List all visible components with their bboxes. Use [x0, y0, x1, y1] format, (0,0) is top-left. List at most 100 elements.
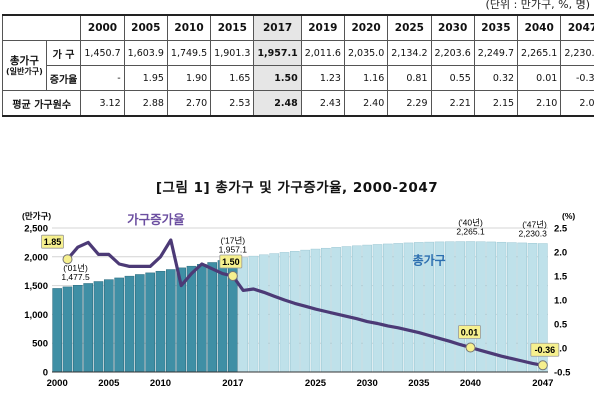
year-header-2015: 2015 — [210, 14, 255, 41]
households-cell-2019: 2,011.6 — [300, 40, 345, 66]
bar-callout-tag: ('01년) — [63, 263, 88, 273]
left-tick-label: 1,500 — [24, 281, 48, 292]
avg-size-cell-2020: 2.40 — [343, 90, 389, 117]
bar-2030 — [362, 244, 372, 373]
bar-2014 — [197, 264, 207, 373]
right-tick-label: 1.0 — [554, 296, 567, 307]
bar-2045 — [517, 242, 527, 373]
left-tick-label: 1,000 — [24, 310, 48, 321]
left-tick-label: 2,000 — [24, 252, 48, 263]
x-tick-label: 2025 — [305, 378, 327, 389]
line-series — [65, 238, 545, 367]
bar-2019 — [248, 255, 259, 373]
bar-callout-value: 1,477.5 — [61, 272, 90, 282]
line-series-label: 가구증가율 — [127, 212, 185, 227]
growth-cell-2015: 1.65 — [210, 65, 255, 91]
statistics-table: 2000 2005 2010 2015 2017 2019 2020 2025 2030 2035… — [1, 14, 594, 117]
growth-cell-2000: - — [80, 65, 125, 91]
households-cell-2015: 1,901.3 — [210, 40, 255, 66]
bar-2002 — [73, 285, 83, 373]
growth-cell-2040: 0.01 — [517, 65, 562, 91]
x-tick-label: 2017 — [222, 378, 243, 389]
row-label-avg-size: 평균 가구원수 — [1, 90, 82, 117]
bar-callout-value: 2,265.1 — [456, 227, 485, 237]
bar-2044 — [507, 242, 517, 373]
table-row-avg-size: 평균 가구원수 3.12 2.88 2.70 2.53 2.48 2.43 2.40 2.29… — [1, 90, 594, 117]
growth-cell-2047: -0.36 — [560, 65, 594, 91]
bar-2024 — [300, 249, 310, 373]
bar-2029 — [352, 245, 362, 373]
axes: 0 500 1,000 1,500 2,000 2,500 -0.5 0.0 0.5 1.0 1.5… — [22, 211, 575, 389]
households-cell-2017: 1,957.1 — [253, 40, 302, 66]
avg-size-cell-2030: 2.21 — [430, 90, 475, 117]
avg-size-cell-2005: 2.88 — [123, 90, 168, 117]
bar-2033 — [393, 243, 403, 373]
unit-note: (단위 : 만가구, %, 명) — [485, 0, 590, 11]
avg-size-cell-2010: 2.70 — [166, 90, 212, 117]
avg-size-cell-2025: 2.29 — [387, 90, 432, 117]
rate-callout-value: 1.50 — [222, 257, 240, 267]
x-tick-label: 2005 — [98, 378, 120, 389]
growth-cell-2017: 1.50 — [253, 65, 302, 91]
x-tick-label: 2035 — [408, 378, 430, 389]
avg-size-cell-2047: 2.03 — [560, 90, 594, 117]
right-tick-label: 2.0 — [554, 248, 567, 259]
row-group-label: 총가구 — [9, 54, 39, 67]
bar-2038 — [445, 241, 455, 373]
rate-callout-box — [41, 234, 64, 249]
bar-2016 — [217, 260, 228, 373]
rate-callout-box — [458, 325, 481, 339]
x-tick-label: 2040 — [460, 378, 481, 389]
year-header-2019: 2019 — [300, 14, 345, 41]
left-axis-title: (만가구) — [22, 211, 51, 221]
households-cell-2025: 2,134.2 — [387, 40, 432, 66]
right-tick-label: 0.5 — [554, 320, 568, 331]
left-tick-label: 2,500 — [24, 224, 48, 235]
bar-2005 — [104, 279, 114, 373]
growth-cell-2035: 0.32 — [473, 65, 519, 91]
year-header-2020: 2020 — [343, 14, 389, 41]
rate-callout-box — [530, 342, 560, 357]
bar-2010 — [155, 270, 166, 373]
bar-2018 — [238, 257, 248, 373]
growth-cell-2019: 1.23 — [300, 65, 345, 91]
bar-2008 — [135, 274, 145, 373]
bar-2032 — [383, 243, 393, 373]
x-tick-label: 2047 — [532, 378, 553, 389]
bar-2011 — [166, 269, 176, 373]
growth-rate-line — [65, 238, 545, 367]
table-row-households: 총가구 (일반가구) 가 구 1,450.7 1,603.9 1,749.5 1,90… — [2, 40, 594, 91]
right-tick-label: 2.5 — [554, 224, 568, 235]
rate-marker-2040 — [465, 342, 476, 353]
bar-2009 — [145, 272, 155, 373]
growth-cell-2030: 0.55 — [430, 65, 475, 91]
bar-2043 — [496, 241, 507, 373]
bar-callout-value: 2,230.3 — [518, 229, 547, 239]
left-tick-label: 0 — [43, 368, 48, 379]
households-cell-2030: 2,203.6 — [430, 40, 475, 66]
bar-2039 — [455, 241, 465, 373]
avg-size-cell-2015: 2.53 — [210, 90, 255, 117]
avg-size-cell-2019: 2.43 — [300, 90, 345, 117]
right-axis-title: (%) — [562, 211, 575, 221]
bar-series-label: 총가구 — [413, 252, 446, 267]
bar-callout-tag: ('17년) — [221, 235, 246, 245]
bar-2027 — [331, 247, 341, 373]
row-group-sublabel: (일반가구) — [6, 66, 43, 76]
rate-marker-2017 — [227, 271, 238, 281]
households-cell-2040: 2,265.1 — [517, 40, 562, 66]
bar-2022 — [279, 252, 290, 373]
year-header-2035: 2035 — [473, 14, 519, 41]
rate-callout-value: -0.36 — [535, 345, 556, 355]
bar-2021 — [269, 253, 279, 373]
bar-2000 — [52, 288, 62, 373]
table-header-row: 2000 2005 2010 2015 2017 2019 2020 2025 2030 2035… — [1, 14, 594, 41]
row-label-growth: 증가율 — [45, 65, 82, 91]
bar-callout-value: 1,957.1 — [219, 244, 248, 254]
figure-title: [그림 1] 총가구 및 가구증가율, 2000-2047 — [155, 180, 439, 196]
households-cell-2020: 2,035.0 — [343, 40, 389, 66]
households-cell-2047: 2,230.3 — [560, 40, 594, 66]
growth-cell-2020: 1.16 — [343, 65, 389, 91]
bar-2006 — [114, 277, 124, 373]
